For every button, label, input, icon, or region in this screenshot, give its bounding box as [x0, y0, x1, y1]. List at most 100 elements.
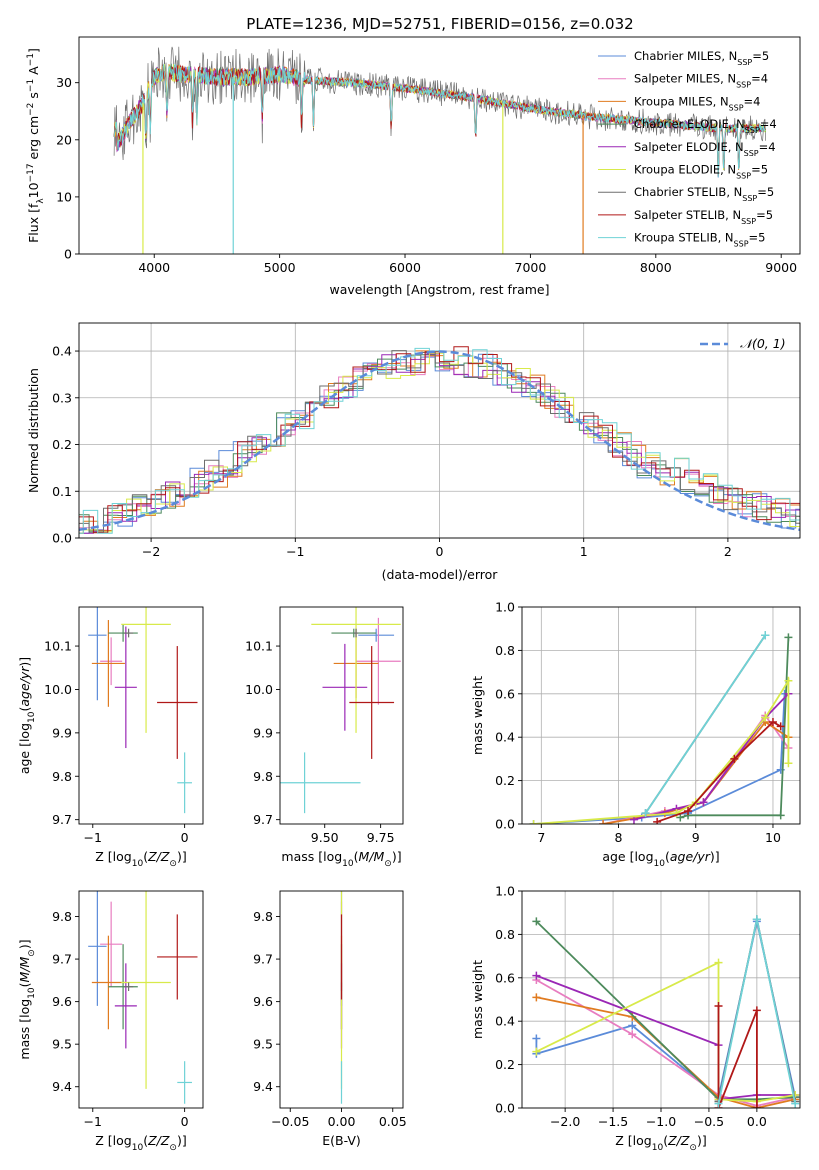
legend-value: =5 — [756, 208, 773, 222]
y-tick-label: 9.9 — [52, 725, 72, 740]
legend-value: =5 — [749, 231, 766, 245]
weight-marker — [532, 1047, 541, 1056]
y-tick-label: 10.0 — [245, 682, 273, 697]
legend-name: Chabrier ELODIE, N — [634, 117, 745, 131]
legend-sub: SSP — [741, 216, 756, 225]
label-part: ⊙ — [384, 859, 392, 869]
x-tick-label: −1.0 — [646, 1114, 676, 1129]
data-layer — [88, 891, 198, 1104]
label-part: 10 — [654, 859, 666, 869]
legend-sub: SSP — [737, 58, 752, 67]
y-tick-label: 10.1 — [245, 639, 273, 654]
y-tick-label: 0.2 — [495, 773, 515, 788]
weight-marker — [730, 754, 739, 763]
x-tick-label: −2 — [142, 544, 160, 559]
x-axis-label: (data-model)/error — [382, 567, 499, 582]
weight-marker — [714, 1002, 723, 1011]
legend-sub: SSP — [744, 148, 759, 157]
weight-marker — [532, 917, 541, 926]
label-part: ] — [26, 48, 41, 53]
label-part: ⊙ — [27, 949, 37, 957]
mass-weight-vs-metallicity-plot: −2.0 −1.5 −1.0 −0.5 0.0 0.0 0.2 0.4 0.6 0.8 1.0 Z [… — [470, 884, 801, 1153]
y-axis-label: Flux [fλ10−17 erg cm−2 s−1 A−1] — [26, 48, 46, 243]
x-tick-label: −1 — [286, 544, 304, 559]
label-part: Z/Z — [147, 1133, 170, 1148]
label-part: −1 — [26, 79, 36, 92]
weight-marker — [641, 809, 650, 818]
legend-name: Chabrier MILES, N — [634, 49, 737, 63]
axes-frame — [78, 36, 801, 255]
weight-marker — [768, 718, 777, 727]
y-tick-label: 0.1 — [52, 484, 72, 499]
histogram-step — [79, 346, 800, 534]
spectrum-line — [113, 63, 767, 177]
label-part: s — [26, 92, 41, 103]
legend-name: Salpeter ELODIE, N — [634, 140, 744, 154]
label-part: ( — [17, 707, 32, 712]
label-part: M/M — [359, 849, 385, 864]
y-axis-label: mass [log10(M/M⊙)] — [17, 939, 37, 1059]
label-part: 10 — [132, 1143, 144, 1153]
legend-name: Kroupa ELODIE, N — [634, 163, 736, 177]
y-tick-label: 30 — [56, 75, 72, 90]
x-tick-label: −0.05 — [271, 1114, 309, 1129]
weight-marker — [714, 1099, 723, 1108]
weight-marker — [529, 820, 538, 824]
label-part: )] — [177, 1133, 187, 1148]
x-tick-label: 0 — [181, 830, 189, 845]
legend-value: =4 — [760, 117, 777, 131]
x-axis-label: mass [log10(M/M⊙)] — [281, 849, 401, 869]
y-tick-label: 9.8 — [253, 769, 273, 784]
x-axis-label: age [log10(age/yr)] — [602, 849, 719, 869]
weight-marker — [653, 817, 662, 824]
legend-label: Salpeter ELODIE, NSSP=4 — [634, 140, 776, 158]
x-tick-label: 10 — [765, 830, 781, 845]
y-tick-label: 0 — [64, 247, 72, 262]
legend-label: Salpeter STELIB, NSSP=5 — [634, 208, 773, 226]
y-tick-label: 9.4 — [253, 1079, 273, 1094]
y-tick-label: 9.7 — [253, 812, 273, 827]
legend-label: Salpeter MILES, NSSP=4 — [634, 72, 768, 90]
spectrum-plot: 4000 5000 6000 7000 8000 9000 0 10 20 30 wavelengt… — [26, 36, 801, 297]
y-tick-label: 9.5 — [253, 1037, 273, 1052]
label-part: )] — [17, 939, 32, 949]
legend-name: Kroupa MILES, N — [634, 94, 729, 108]
y-tick-label: 10.0 — [44, 682, 72, 697]
label-part: )] — [392, 849, 402, 864]
legend-name: Kroupa STELIB, N — [634, 231, 734, 245]
legend-sub: SSP — [745, 126, 760, 135]
legend-label: Chabrier STELIB, NSSP=5 — [634, 185, 774, 203]
y-tick-label: 9.8 — [52, 769, 72, 784]
y-axis-label: mass weight — [470, 676, 485, 755]
legend-sub: SSP — [734, 239, 749, 248]
legend-sub: SSP — [729, 103, 744, 112]
legend-label: Kroupa ELODIE, NSSP=5 — [634, 163, 768, 181]
label-part: A — [26, 66, 41, 79]
axes-frame — [78, 890, 204, 1109]
x-axis-label: E(B-V) — [322, 1133, 361, 1148]
y-axis-label: age [log10(age/yr)] — [17, 657, 37, 774]
y-tick-label: 0.4 — [52, 344, 72, 359]
data-layer — [113, 46, 767, 254]
normal-curve — [79, 350, 800, 532]
axes-frame — [521, 606, 801, 825]
axes-frame — [78, 606, 204, 825]
weight-marker — [532, 993, 541, 1002]
weight-line — [644, 634, 767, 814]
x-tick-label: 1 — [580, 544, 588, 559]
legend-name: Salpeter MILES, N — [634, 72, 736, 86]
x-axis-label: Z [log10(Z/Z⊙)] — [95, 849, 186, 869]
weight-line — [533, 677, 790, 824]
label-part: Z/Z — [667, 1133, 690, 1148]
y-tick-label: 0.6 — [495, 686, 515, 701]
y-tick-label: 10 — [56, 189, 72, 204]
y-tick-label: 20 — [56, 132, 72, 147]
label-part: ( — [665, 849, 670, 864]
label-part: )] — [697, 1133, 707, 1148]
legend-value: =4 — [751, 72, 768, 86]
y-axis-label: mass weight — [470, 960, 485, 1039]
x-tick-label: 0.00 — [328, 1114, 356, 1129]
